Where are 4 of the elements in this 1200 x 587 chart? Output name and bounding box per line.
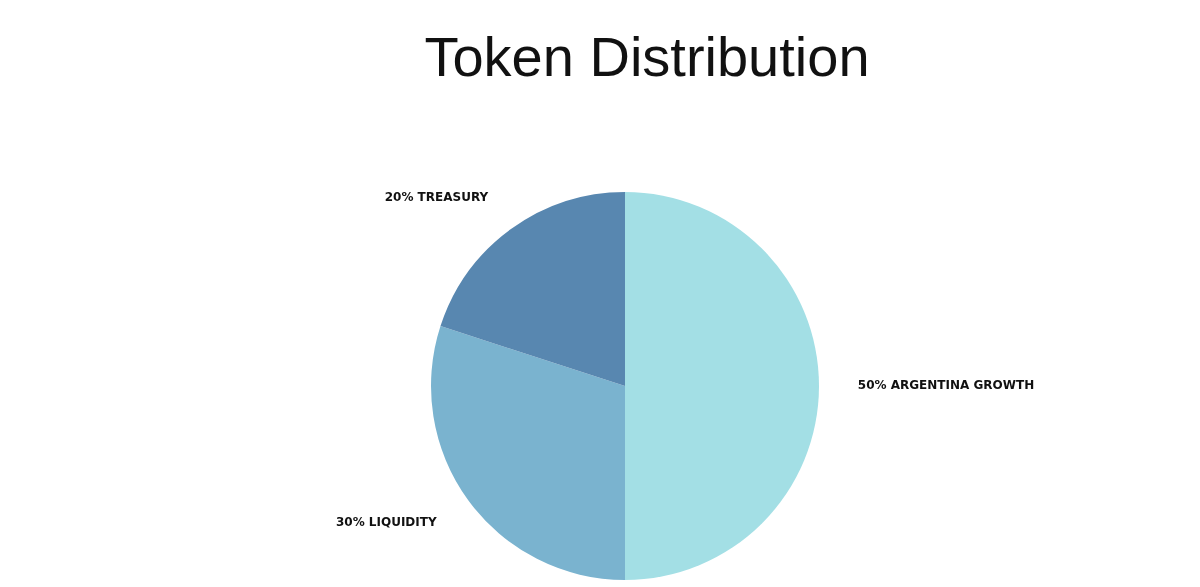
chart-title: Token Distribution — [424, 25, 870, 88]
slice-label: 50% ARGENTINA GROWTH — [857, 378, 1035, 393]
slice-label: 20% TREASURY — [384, 189, 489, 204]
slice-label: 30% LIQUIDITY — [335, 514, 437, 529]
